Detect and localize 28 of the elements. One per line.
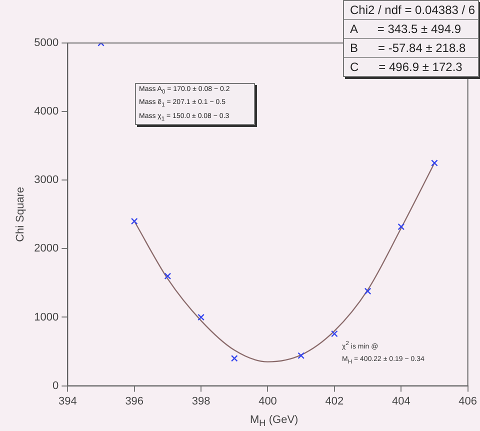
y-tick-label: 4000: [34, 106, 59, 118]
y-tick-label: 1000: [34, 311, 59, 324]
text-box: Chi2 / ndf = 0.04383 / 6 A = 343.5 ± 494.9 B = -57.84 ± 218.8 C = 496.9 ± 172.3: [343, 0, 479, 77]
point: [230, 354, 238, 362]
point: [364, 288, 372, 295]
y-tick-label: 3000: [34, 174, 59, 186]
x-tick-label: 400: [258, 395, 277, 408]
y-tick-label: 5000: [34, 37, 59, 50]
annotation: B = -57.84 ± 218.8: [344, 38, 478, 57]
x-tick-label: 404: [392, 395, 410, 408]
x-tick-label: 396: [125, 395, 144, 408]
line-series: [134, 162, 436, 362]
y-tick-label: 2000: [34, 242, 59, 255]
point: [331, 330, 338, 338]
x-axis-title: M$_{H}$ (GeV): [250, 414, 298, 428]
y-tick-label: 0: [52, 380, 59, 392]
x-tick-label: 402: [325, 395, 344, 408]
y-axis-title: Chi Square: [14, 186, 27, 242]
point: [164, 272, 172, 280]
point: [398, 223, 405, 230]
x-tick-label: 394: [58, 395, 77, 408]
annotation: C = 496.9 ± 172.3: [344, 57, 478, 76]
x-tick-label: 406: [458, 395, 478, 408]
point: [431, 160, 438, 166]
point: [198, 314, 204, 321]
x-tick-label: 398: [192, 395, 210, 408]
point: [130, 218, 138, 225]
point: [298, 352, 305, 360]
